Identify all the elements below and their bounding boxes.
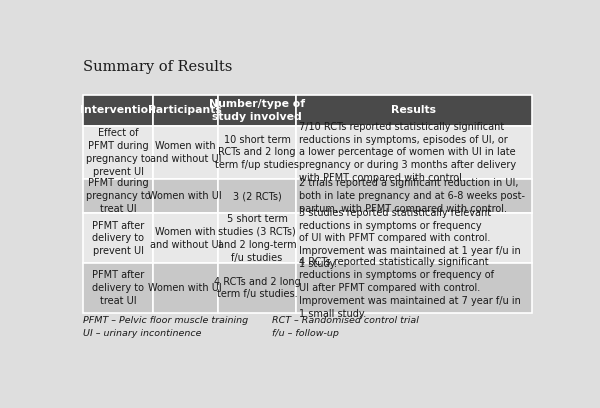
Text: 10 short term
RCTs and 2 long
term f/up studies: 10 short term RCTs and 2 long term f/up … — [215, 135, 299, 170]
Bar — [218, 126, 296, 179]
Bar — [296, 126, 532, 179]
Bar — [296, 95, 532, 126]
Text: Women with UI: Women with UI — [148, 283, 222, 293]
Text: PFMT during
pregnancy to
treat UI: PFMT during pregnancy to treat UI — [86, 178, 151, 214]
Text: 4 RCTs and 2 long
term f/u studies.: 4 RCTs and 2 long term f/u studies. — [214, 277, 301, 299]
Text: 3 studies reported statistically relevant
reductions in symptoms or frequency
of: 3 studies reported statistically relevan… — [299, 208, 521, 269]
Text: Results: Results — [391, 105, 436, 115]
Bar — [218, 263, 296, 313]
Text: PFMT – Pelvic floor muscle training
UI – urinary incontinence: PFMT – Pelvic floor muscle training UI –… — [83, 316, 248, 338]
Text: Participants: Participants — [148, 105, 222, 115]
Text: Intervention: Intervention — [80, 105, 156, 115]
Bar — [218, 213, 296, 263]
Bar — [83, 213, 153, 263]
Bar — [83, 263, 153, 313]
Bar — [83, 95, 153, 126]
Text: 3 (2 RCTs): 3 (2 RCTs) — [233, 191, 281, 201]
Text: 4 RCTs reported statistically significant
reductions in symptoms or frequency of: 4 RCTs reported statistically significan… — [299, 257, 521, 319]
Bar — [83, 126, 153, 179]
Bar — [296, 263, 532, 313]
Bar — [296, 213, 532, 263]
Bar — [153, 126, 218, 179]
Text: RCT – Randomised control trial
f/u – follow-up: RCT – Randomised control trial f/u – fol… — [272, 316, 419, 338]
Bar — [296, 179, 532, 213]
Text: Women with
and without UI: Women with and without UI — [149, 227, 221, 250]
Text: 2 trials reported a significant reduction in UI,
both in late pregnancy and at 6: 2 trials reported a significant reductio… — [299, 178, 525, 214]
Text: 5 short term
studies (3 RCTs)
and 2 long-term
f/u studies: 5 short term studies (3 RCTs) and 2 long… — [218, 214, 296, 262]
Text: 7/10 RCTs reported statistically significant
reductions in symptoms, episodes of: 7/10 RCTs reported statistically signifi… — [299, 122, 516, 183]
Text: PFMT after
delivery to
treat UI: PFMT after delivery to treat UI — [92, 270, 144, 306]
Text: Women with
and without UI: Women with and without UI — [149, 141, 221, 164]
Bar — [153, 263, 218, 313]
Bar — [83, 179, 153, 213]
Text: Effect of
PFMT during
pregnancy to
prevent UI: Effect of PFMT during pregnancy to preve… — [86, 128, 151, 177]
Text: Number/type of
study involved: Number/type of study involved — [209, 99, 305, 122]
Bar — [218, 179, 296, 213]
Bar — [153, 179, 218, 213]
Text: PFMT after
delivery to
prevent UI: PFMT after delivery to prevent UI — [92, 220, 144, 256]
Bar — [218, 95, 296, 126]
Text: Summary of Results: Summary of Results — [83, 60, 233, 74]
Bar — [153, 213, 218, 263]
Bar — [153, 95, 218, 126]
Text: Women with UI: Women with UI — [148, 191, 222, 201]
